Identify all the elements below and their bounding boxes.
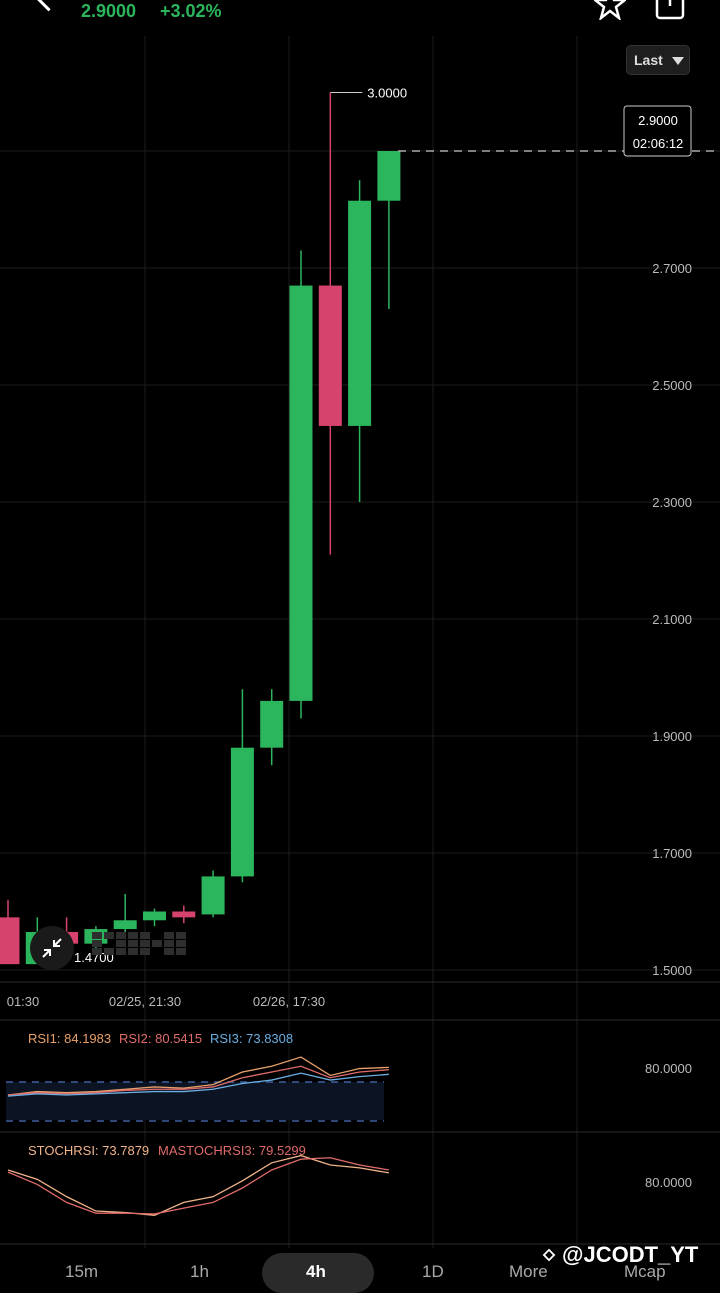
okx-logo-cell xyxy=(116,948,126,955)
okx-logo-cell xyxy=(152,940,162,947)
y-axis-tick-label: 1.9000 xyxy=(652,729,692,744)
x-axis-tick-label: 01:30 xyxy=(7,994,40,1009)
okx-logo-cell xyxy=(104,948,114,955)
candle-body xyxy=(260,700,284,748)
price-type-label: Last xyxy=(634,52,663,68)
rsi-legend-1: RSI1: 84.1983 xyxy=(28,1031,111,1046)
watermark: @JCODT_YT xyxy=(540,1242,698,1268)
share-icon[interactable] xyxy=(654,0,686,20)
candle-body xyxy=(201,876,225,915)
star-icon[interactable] xyxy=(594,0,626,20)
okx-logo-cell xyxy=(128,948,138,955)
x-axis-tick-label: 02/25, 21:30 xyxy=(109,994,181,1009)
rsi-band xyxy=(6,1082,384,1120)
okx-logo-cell xyxy=(164,948,174,955)
okx-logo-cell xyxy=(92,948,102,955)
stochrsi-series-2 xyxy=(7,1157,390,1215)
y-axis-tick-label: 2.1000 xyxy=(652,612,692,627)
candle-body xyxy=(318,285,342,426)
okx-logo-cell xyxy=(92,932,102,939)
current-price: 2.9000 xyxy=(81,1,137,21)
okx-logo-cell xyxy=(176,940,186,947)
candle-body xyxy=(377,151,401,201)
okx-logo-cell xyxy=(140,948,150,955)
rsi-series-2 xyxy=(7,1065,389,1096)
okx-logo-cell xyxy=(92,940,102,947)
candle-body xyxy=(289,285,313,701)
price-type-dropdown[interactable]: Last xyxy=(626,45,690,75)
current-price-tag xyxy=(623,105,692,157)
current-price-tag-value: 2.9000 xyxy=(638,113,678,128)
tab-4h[interactable]: 4h xyxy=(306,1262,326,1281)
tab-1d[interactable]: 1D xyxy=(422,1262,444,1281)
okx-logo-cell xyxy=(164,940,174,947)
tab-more[interactable]: More xyxy=(509,1262,548,1281)
price-change-percent: +3.02% xyxy=(160,1,222,21)
candle-body xyxy=(230,747,254,877)
candle-body xyxy=(143,911,166,921)
x-axis-tick-label: 02/26, 17:30 xyxy=(253,994,325,1009)
okx-logo-icon xyxy=(92,932,186,955)
okx-logo-cell xyxy=(176,932,186,939)
okx-logo-cell xyxy=(128,940,138,947)
candle-countdown: 02:06:12 xyxy=(633,136,684,151)
binance-logo-icon xyxy=(542,1248,556,1262)
rsi-legend-3: RSI3: 73.8308 xyxy=(210,1031,293,1046)
y-axis-tick-label: 2.7000 xyxy=(652,261,692,276)
stochrsi-legend-1: STOCHRSI: 73.7879 xyxy=(28,1143,149,1158)
y-axis-tick-label: 2.3000 xyxy=(652,495,692,510)
candle-body xyxy=(172,911,196,918)
okx-logo-cell xyxy=(116,932,126,939)
chart-area[interactable]: 1.5000 1.7000 1.9000 2.1000 2.3000 2.5000 2.70… xyxy=(0,36,720,1248)
high-price-label: 3.0000 xyxy=(367,86,407,101)
tab-15m[interactable]: 15m xyxy=(65,1262,99,1281)
y-axis-tick-label: 1.7000 xyxy=(652,846,692,861)
okx-logo-cell xyxy=(104,932,114,939)
watermark-text: @JCODT_YT xyxy=(562,1242,699,1267)
okx-logo-cell xyxy=(176,948,186,955)
candle-body xyxy=(0,917,20,965)
candle-body xyxy=(113,920,137,930)
low-price-label: 1.4700 xyxy=(74,950,114,965)
okx-logo-cell xyxy=(140,940,150,947)
rsi-legend-2: RSI2: 80.5415 xyxy=(119,1031,202,1046)
tab-mcap[interactable]: Mcap xyxy=(624,1262,666,1281)
tab-1h[interactable]: 1h xyxy=(190,1262,209,1281)
stochrsi-legend-2: MASTOCHRSI3: 79.5299 xyxy=(158,1143,306,1158)
chevron-down-icon xyxy=(672,57,684,65)
back-arrow-icon[interactable] xyxy=(33,0,64,12)
rsi-series-1 xyxy=(7,1056,389,1096)
y-axis-tick-label: 1.5000 xyxy=(652,963,692,978)
okx-logo-cell xyxy=(116,940,126,947)
okx-logo-cell xyxy=(128,932,138,939)
rsi-y-tick-label: 80.0000 xyxy=(645,1061,692,1076)
candle-body xyxy=(348,200,372,426)
stochrsi-y-tick-label: 80.0000 xyxy=(645,1175,692,1190)
y-axis-tick-label: 2.5000 xyxy=(652,378,692,393)
rsi-series-3 xyxy=(7,1072,389,1097)
collapse-chart-button[interactable] xyxy=(30,926,74,970)
collapse-arrows-icon xyxy=(42,938,62,958)
top-bar: 2.9000 +3.02% xyxy=(0,0,720,36)
okx-logo-cell xyxy=(140,932,150,939)
okx-logo-cell xyxy=(164,932,174,939)
stochrsi-series-1 xyxy=(7,1154,390,1217)
